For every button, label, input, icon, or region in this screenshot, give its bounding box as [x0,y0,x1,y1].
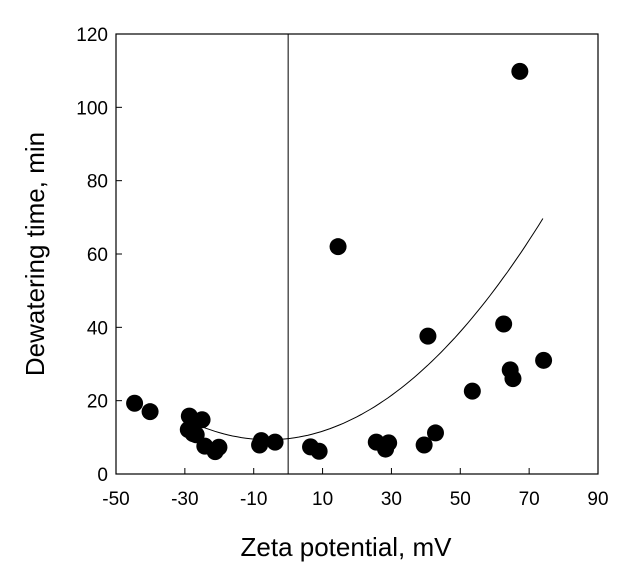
x-tick-label: 30 [381,489,402,510]
data-point [463,382,481,400]
data-point [415,436,433,454]
data-point [504,370,522,388]
y-tick-label: 60 [87,245,108,266]
trend-curve [188,218,544,441]
data-point [252,432,270,450]
x-tick-label: 50 [450,489,471,510]
data-point [511,62,529,80]
data-point [426,424,444,442]
data-point [126,394,144,412]
data-points [126,62,553,461]
x-tick-label: -10 [240,489,267,510]
x-tick-label: 10 [312,489,333,510]
y-tick-label: 80 [87,172,108,193]
y-tick-label: 120 [76,25,108,46]
y-tick-label: 0 [97,465,108,486]
data-point [141,403,159,421]
data-point [419,327,437,345]
y-tick-label: 40 [87,318,108,339]
data-point [535,351,553,369]
x-tick-label: 90 [587,489,608,510]
data-point [495,315,513,333]
data-point [380,434,398,452]
data-point [210,438,228,456]
x-tick-label: -30 [171,489,198,510]
trendline [188,218,544,441]
x-axis-title: Zeta potential, mV [241,532,453,562]
data-point [193,411,211,429]
y-axis-title: Dewatering time, min [20,132,50,376]
y-tick-label: 20 [87,392,108,413]
x-tick-label: 70 [519,489,540,510]
x-tick-label: -50 [102,489,129,510]
data-point [266,433,284,451]
y-tick-label: 100 [76,98,108,119]
data-point [329,238,347,256]
ticks: -50 -30 -10 10 30 50 70 90 0 20 40 60 80 100 120 [76,25,608,510]
data-point [310,442,328,460]
